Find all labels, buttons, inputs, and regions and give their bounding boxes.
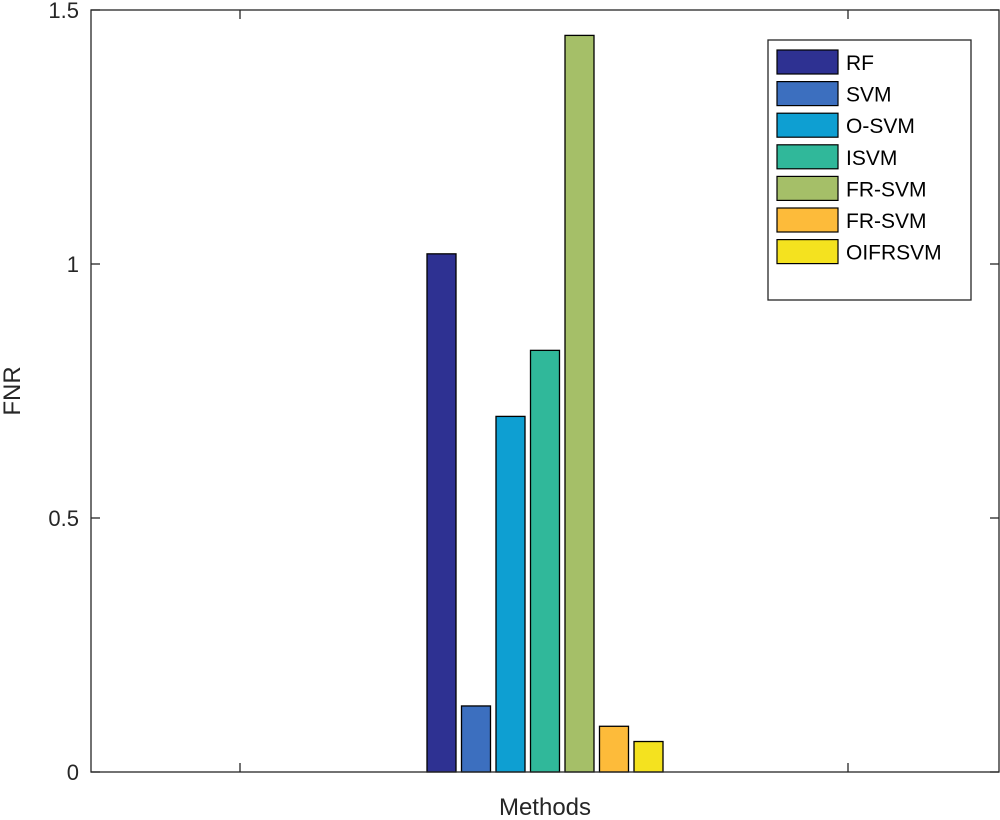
legend-swatch-2 xyxy=(776,80,839,107)
legend-label-1: RF xyxy=(846,52,874,75)
legend-swatch-3 xyxy=(776,112,839,138)
bar-6 xyxy=(598,725,630,773)
bar-1 xyxy=(426,253,457,773)
legend: RF SVM O-SVM ISVM FR-SVM FR-SVM OIFRSVM xyxy=(767,39,972,301)
y-tick-label: 0 xyxy=(67,760,79,785)
legend-swatch-7 xyxy=(776,239,839,265)
x-axis-ticks xyxy=(239,10,849,772)
bar-4 xyxy=(529,349,561,773)
legend-label-7: OIFRSVM xyxy=(846,242,942,265)
y-tick-label: 1 xyxy=(67,252,79,277)
legend-label-5: FR-SVM xyxy=(846,178,927,201)
y-tick-label: 1.5 xyxy=(48,0,79,23)
y-axis-ticks: 0 0.5 1 1.5 xyxy=(48,0,999,785)
legend-label-4: ISVM xyxy=(846,147,897,170)
y-axis-title: FNR xyxy=(0,366,26,415)
bar-2 xyxy=(460,705,492,773)
axes-box xyxy=(90,9,1000,773)
bars-group xyxy=(120,34,970,773)
legend-label-3: O-SVM xyxy=(846,115,915,138)
bar-7 xyxy=(633,740,664,773)
x-axis-title: Methods xyxy=(499,794,591,820)
y-tick-label: 0.5 xyxy=(48,506,79,531)
legend-swatch-4 xyxy=(776,144,839,170)
legend-label-2: SVM xyxy=(846,84,892,107)
bar-5 xyxy=(564,34,595,773)
bar-3 xyxy=(495,415,526,773)
legend-label-6: FR-SVM xyxy=(846,210,927,233)
legend-swatch-1 xyxy=(776,49,839,75)
legend-swatch-5 xyxy=(776,175,839,201)
legend-swatch-6 xyxy=(776,207,839,233)
